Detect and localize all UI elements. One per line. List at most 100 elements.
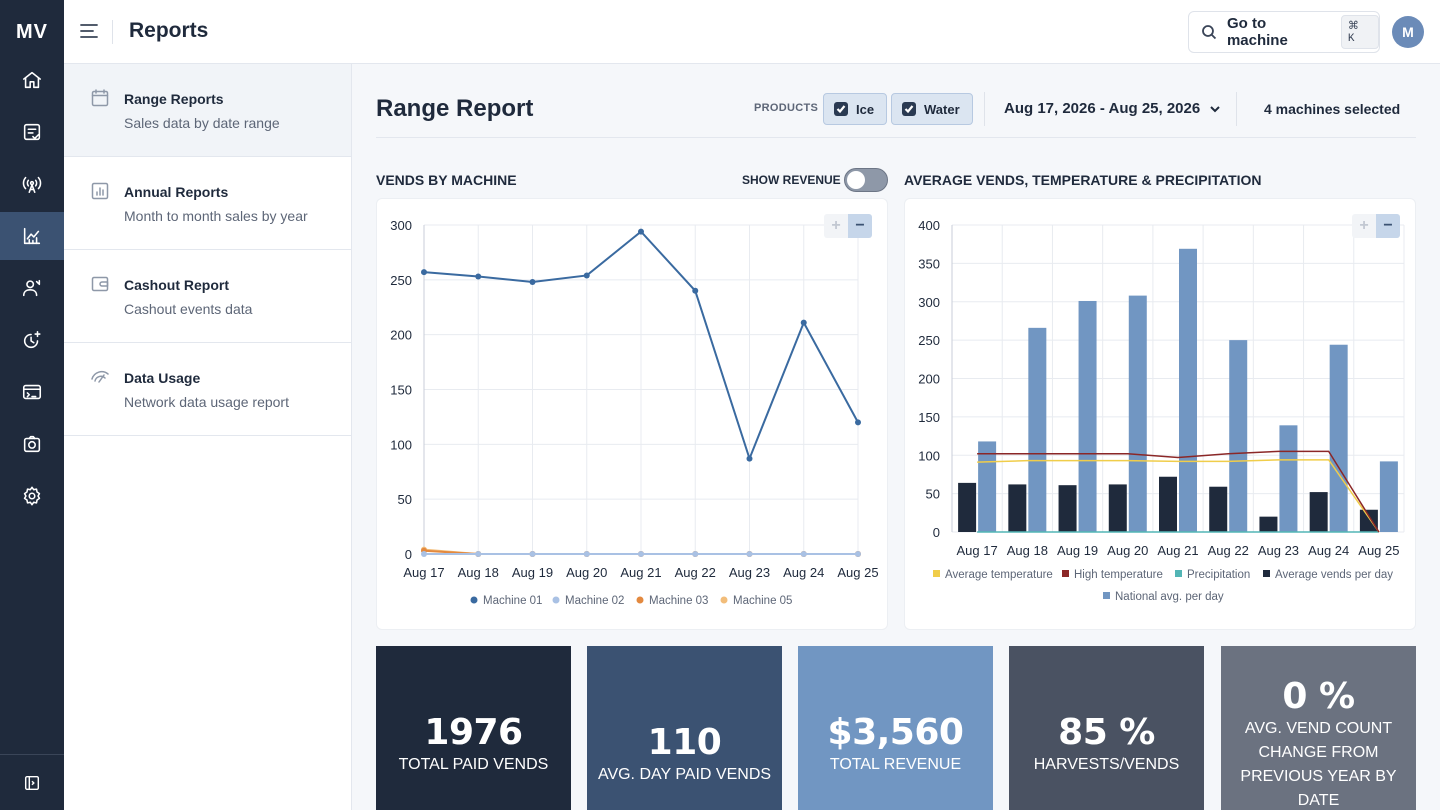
stat-value: 0 %	[1282, 676, 1355, 717]
product-label: Ice	[856, 101, 875, 117]
antenna-icon	[22, 176, 42, 194]
y-tick-label: 50	[926, 487, 940, 502]
bar-avg-vends	[1159, 476, 1177, 532]
report-subtitle: Network data usage report	[124, 394, 289, 410]
data-point	[855, 551, 861, 557]
date-range-picker[interactable]: Aug 17, 2026 - Aug 25, 2026	[1004, 100, 1222, 117]
legend-label: Average temperature	[945, 569, 1053, 581]
stat-value: $3,560	[827, 712, 964, 753]
terminal-icon	[22, 384, 42, 400]
x-tick-label: Aug 22	[675, 565, 716, 580]
rail-checklist[interactable]	[0, 108, 64, 156]
data-point	[475, 551, 482, 557]
machine-selector[interactable]: 4 machines selected	[1264, 101, 1401, 117]
zoom-controls: + −	[1352, 214, 1400, 238]
data-point	[529, 279, 536, 286]
legend-label: Machine 02	[565, 595, 624, 607]
report-item-annual[interactable]: Annual Reports Month to month sales by y…	[64, 157, 351, 250]
zoom-out-button[interactable]: −	[1376, 214, 1400, 238]
avg-vends-temp-precip-chart: 0 50 100 150 200 250 300 350 400 Aug 17 Aug 18 Aug …	[918, 218, 1405, 603]
report-title: Range Reports	[124, 91, 224, 107]
legend-label: Machine 05	[733, 595, 792, 607]
products-label: PRODUCTS	[754, 102, 819, 114]
stat-tile-avg-day-paid-vends: 110 AVG. DAY PAID VENDS	[587, 646, 782, 810]
bar-avg-vends	[958, 482, 977, 532]
vends-chart-title: VENDS BY MACHINE	[376, 172, 517, 188]
report-subtitle: Sales data by date range	[124, 115, 280, 131]
rail-users[interactable]	[0, 264, 64, 312]
bar-national-avg	[1078, 300, 1097, 532]
bar-avg-vends	[1108, 484, 1127, 532]
x-tick-label: Aug 18	[458, 565, 499, 580]
stat-label: TOTAL PAID VENDS	[398, 756, 549, 773]
app-logo[interactable]: MV	[16, 20, 48, 43]
avatar[interactable]: M	[1392, 16, 1424, 48]
product-filter-water[interactable]: Water	[891, 93, 973, 125]
report-item-data-usage[interactable]: Data Usage Network data usage report	[64, 343, 351, 436]
x-tick-label: Aug 21	[620, 565, 661, 580]
data-point	[475, 273, 482, 280]
rail-settings[interactable]	[0, 472, 64, 520]
rail-schedule[interactable]	[0, 316, 64, 364]
report-title: Cashout Report	[124, 277, 229, 293]
chart-icon	[23, 227, 41, 245]
x-tick-label: Aug 20	[1107, 543, 1148, 558]
clock-plus-icon	[23, 330, 41, 349]
divider	[112, 20, 113, 44]
legend-label: Average vends per day	[1275, 569, 1393, 581]
rail-home[interactable]	[0, 56, 64, 104]
rail-terminal[interactable]	[0, 368, 64, 416]
stat-tile-total-revenue: $3,560 TOTAL REVENUE	[798, 646, 993, 810]
bar-chart-icon	[90, 181, 110, 201]
legend-label: National avg. per day	[1115, 591, 1224, 603]
stat-label: TOTAL REVENUE	[829, 756, 962, 773]
x-tick-label: Aug 24	[1308, 543, 1349, 558]
bar-national-avg	[1179, 248, 1197, 533]
zoom-out-button[interactable]: −	[848, 214, 872, 238]
y-tick-label: 300	[390, 218, 412, 233]
legend-swatch	[470, 596, 478, 604]
go-to-machine-button[interactable]: Go to machine ⌘ K	[1188, 11, 1380, 53]
zoom-in-button[interactable]: +	[824, 214, 848, 238]
report-item-range[interactable]: Range Reports Sales data by date range	[64, 64, 351, 157]
product-filter-ice[interactable]: Ice	[823, 93, 888, 125]
rail-camera[interactable]	[0, 420, 64, 468]
date-range-value: Aug 17, 2026 - Aug 25, 2026	[1004, 100, 1201, 117]
report-item-cashout[interactable]: Cashout Report Cashout events data	[64, 250, 351, 343]
reports-panel: Range Reports Sales data by date range A…	[64, 64, 352, 810]
page-title: Reports	[129, 19, 209, 42]
bar-avg-vends	[1008, 484, 1027, 532]
signal-icon	[90, 367, 110, 387]
legend-label: High temperature	[1074, 569, 1163, 581]
x-tick-label: Aug 17	[957, 543, 998, 558]
stat-tile-harvests-vends: 85 % HARVESTS/VENDS	[1009, 646, 1204, 810]
show-revenue-toggle[interactable]	[844, 168, 888, 192]
y-tick-label: 100	[390, 437, 412, 452]
report-title: Data Usage	[124, 370, 201, 386]
legend-label: Precipitation	[1187, 569, 1250, 581]
collapse-sidebar-button[interactable]	[0, 754, 64, 810]
x-tick-label: Aug 19	[1057, 543, 1098, 558]
bar-national-avg	[1028, 327, 1047, 532]
zoom-in-button[interactable]: +	[1352, 214, 1376, 238]
y-tick-label: 0	[933, 525, 940, 540]
y-tick-label: 400	[918, 218, 940, 233]
data-point	[855, 419, 861, 426]
y-tick-label: 200	[390, 328, 412, 343]
x-tick-label: Aug 21	[1157, 543, 1198, 558]
x-tick-label: Aug 17	[403, 565, 444, 580]
x-tick-label: Aug 23	[729, 565, 770, 580]
x-tick-label: Aug 19	[512, 565, 553, 580]
data-point	[638, 228, 644, 235]
y-tick-label: 150	[918, 410, 940, 425]
y-tick-label: 150	[390, 383, 412, 398]
vends-chart-card: 0 50 100 150 200 250 300 Aug 17 Aug 18 Aug 19 Aug …	[376, 198, 888, 630]
rail-antenna[interactable]	[0, 160, 64, 208]
menu-button[interactable]	[78, 20, 100, 42]
bar-avg-vends	[1259, 516, 1278, 532]
stat-tile-total-paid-vends: 1976 TOTAL PAID VENDS	[376, 646, 571, 810]
bar-national-avg	[1128, 295, 1147, 532]
rail-reports[interactable]	[0, 212, 64, 260]
legend-swatch	[636, 596, 644, 604]
y-tick-label: 300	[918, 295, 940, 310]
